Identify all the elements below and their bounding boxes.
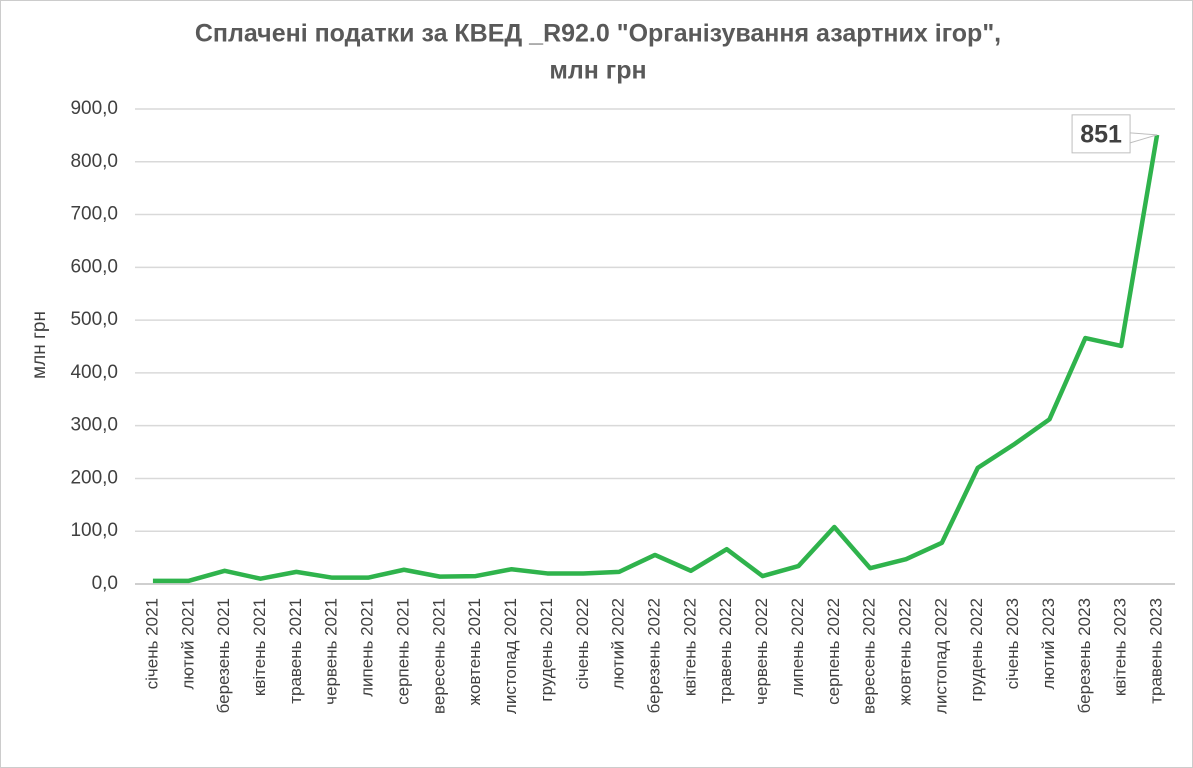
x-tick-label: липень 2022 [788,598,807,697]
y-tick-label: 100,0 [70,520,118,541]
y-axis-label: млн грн [29,311,50,379]
x-tick-label: лютий 2022 [609,598,628,690]
x-tick-label: березень 2023 [1075,598,1094,713]
x-tick-label: травень 2021 [286,598,305,704]
y-tick-label: 400,0 [70,362,118,383]
x-tick-label: грудень 2021 [537,598,556,702]
x-tick-label: квітень 2022 [680,598,699,696]
x-tick-label: березень 2022 [644,598,663,713]
x-tick-label: липень 2021 [358,598,377,697]
chart-title: млн грн [549,57,646,85]
x-tick-label: листопад 2021 [501,598,520,714]
y-tick-label: 800,0 [70,151,118,172]
y-tick-label: 600,0 [70,256,118,277]
x-tick-label: листопад 2022 [931,598,950,714]
x-tick-label: грудень 2022 [967,598,986,702]
x-tick-label: травень 2023 [1147,598,1166,704]
y-tick-label: 200,0 [70,467,118,488]
x-tick-label: січень 2021 [142,598,161,689]
x-tick-label: вересень 2022 [860,598,879,714]
callout [1129,132,1158,144]
x-tick-label: червень 2022 [752,598,771,705]
data-label-box [1071,114,1131,154]
x-tick-label: жовтень 2022 [896,598,915,705]
x-tick-label: лютий 2021 [178,598,197,690]
data-line [152,134,1160,584]
x-tick-label: жовтень 2021 [465,598,484,705]
data-label: 851 [1080,120,1122,148]
x-tick-label: серпень 2021 [393,598,412,705]
y-tick-label: 700,0 [70,204,118,225]
y-tick-label: 0,0 [92,573,118,594]
y-tick-label: 900,0 [70,98,118,119]
x-tick-label: березень 2021 [214,598,233,713]
x-tick-label: червень 2021 [322,598,341,705]
y-tick-label: 300,0 [70,415,118,436]
x-tick-label: травень 2022 [716,598,735,704]
x-tick-label: січень 2023 [1003,598,1022,689]
x-tick-label: серпень 2022 [824,598,843,705]
x-tick-label: квітень 2021 [250,598,269,696]
chart-title: Сплачені податки за КВЕД _R92.0 "Організ… [195,20,1001,48]
y-tick-label: 500,0 [70,309,118,330]
x-tick-label: вересень 2021 [429,598,448,714]
x-tick-label: січень 2022 [573,598,592,689]
x-tick-label: лютий 2023 [1039,598,1058,690]
x-tick-label: квітень 2023 [1111,598,1130,696]
